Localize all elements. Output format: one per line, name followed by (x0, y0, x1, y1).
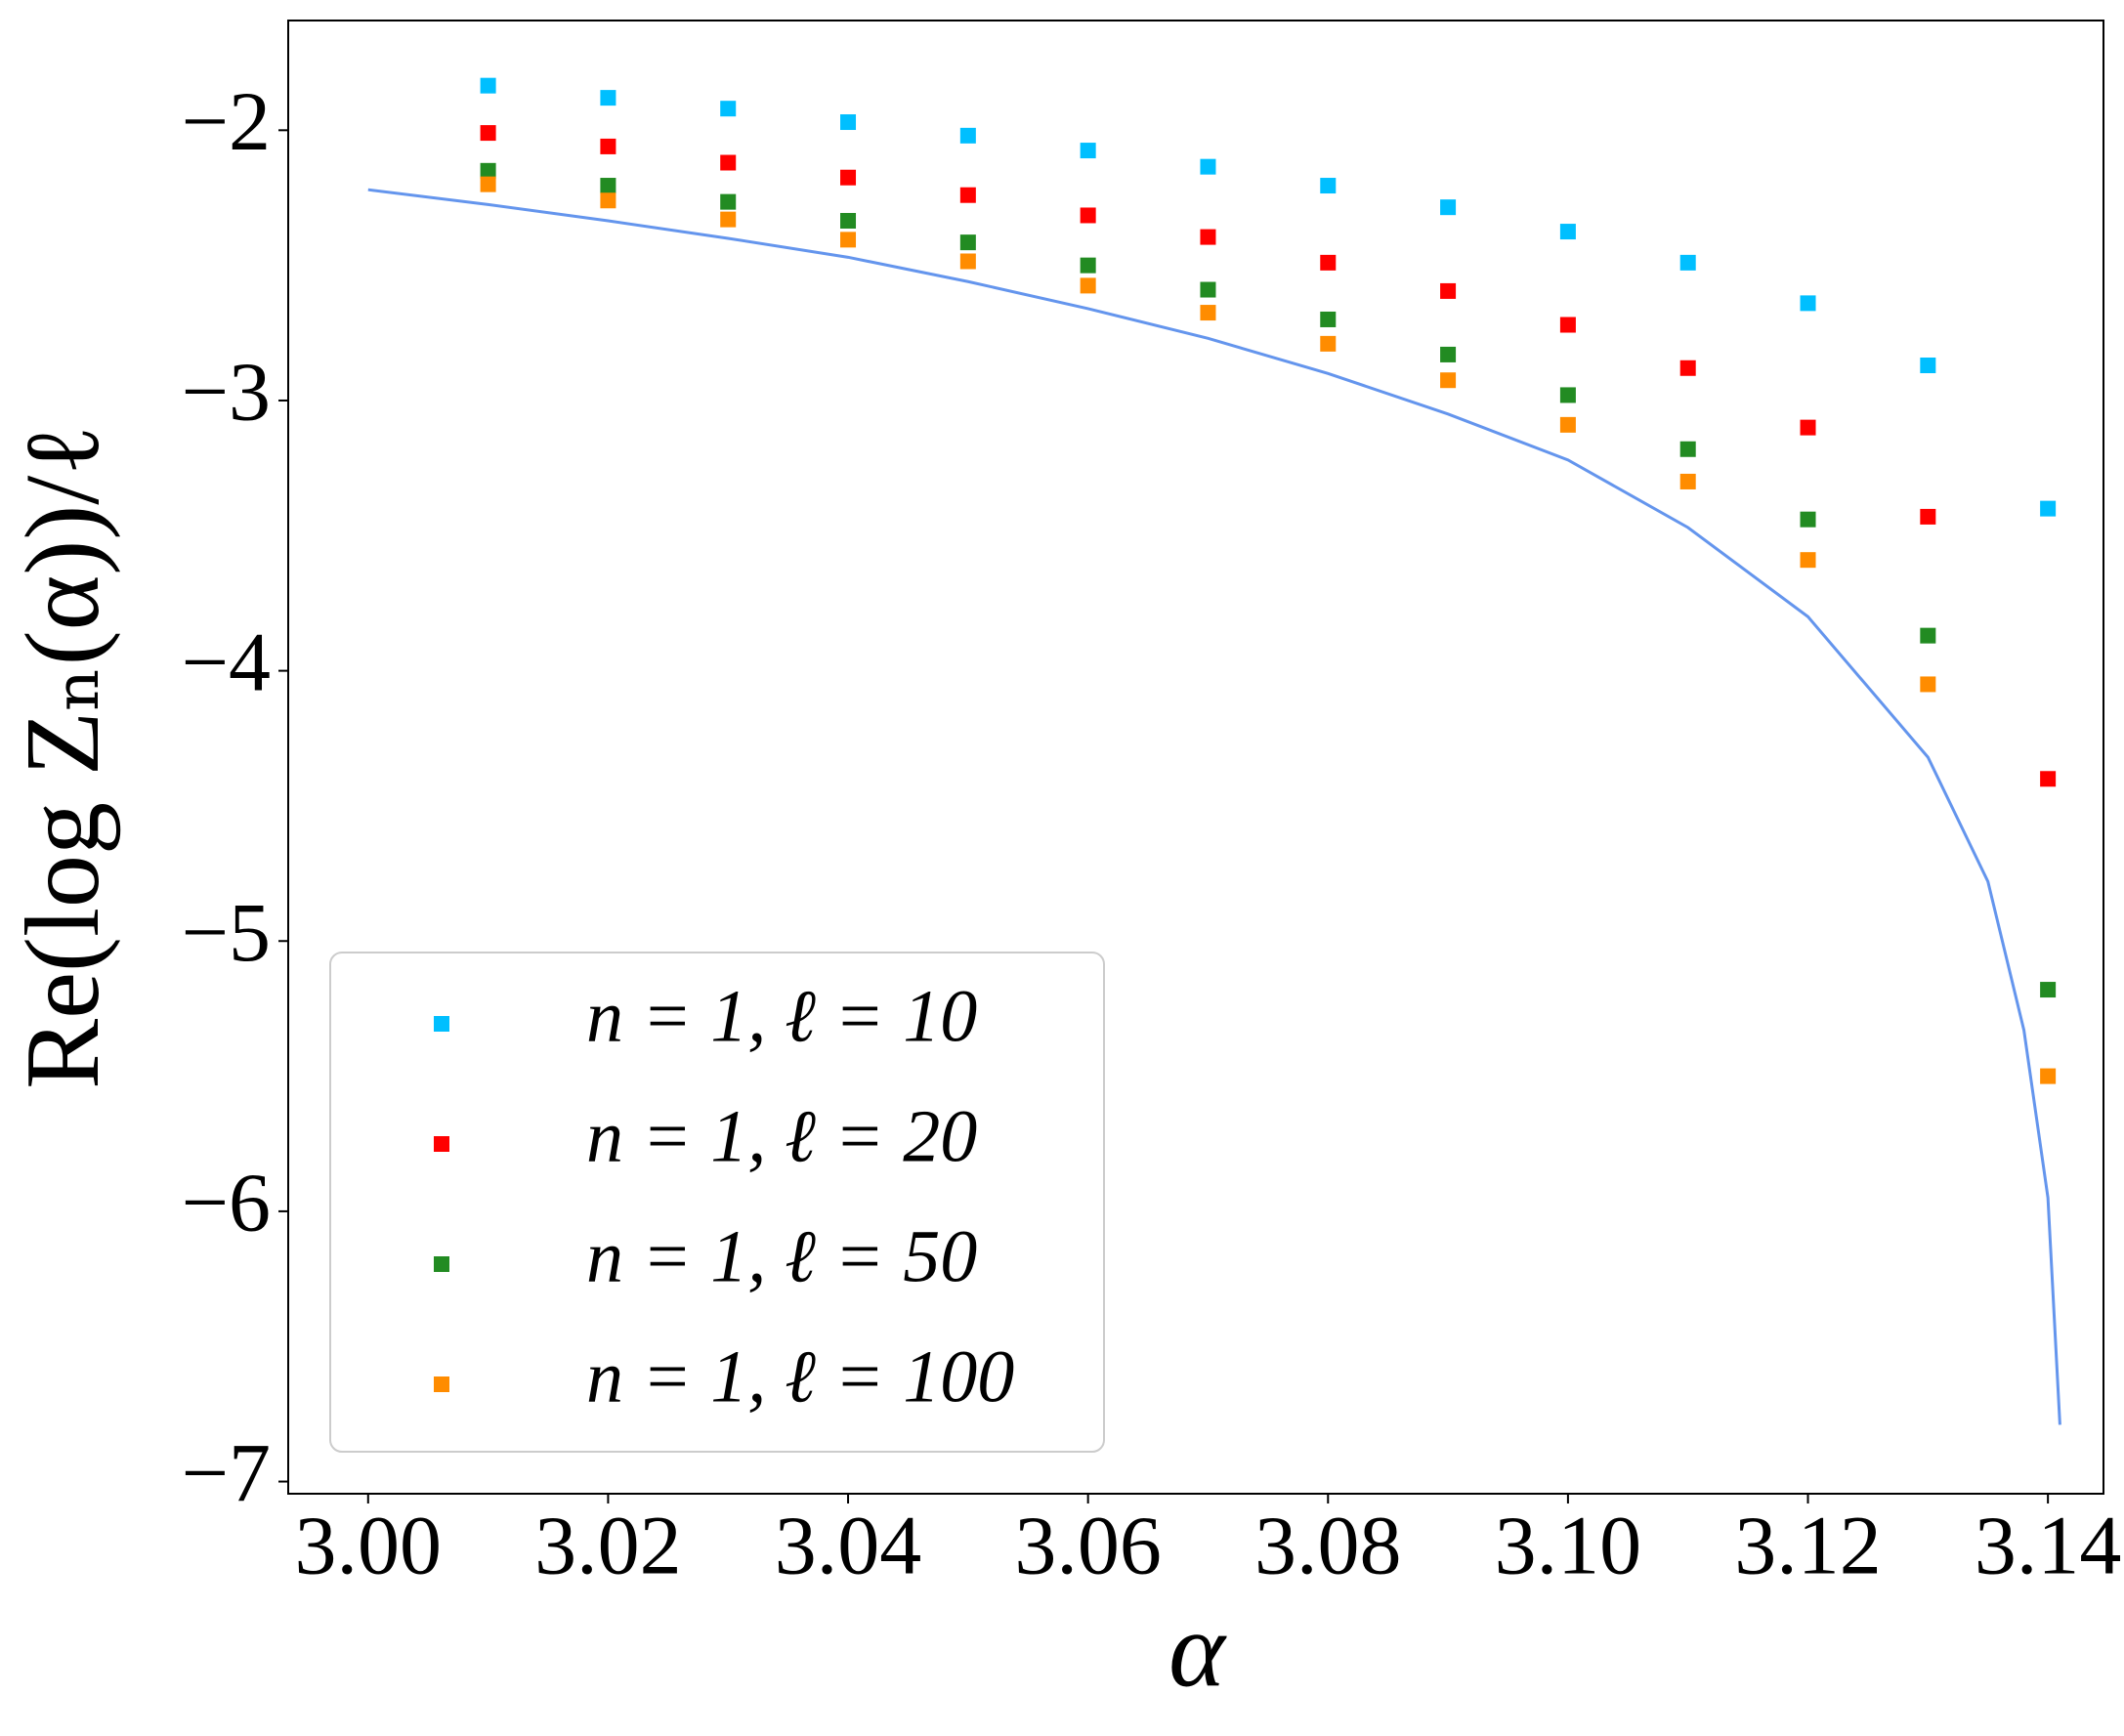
data-point (840, 169, 857, 186)
x-axis-label: α (1168, 1589, 1227, 1709)
legend: n = 1, ℓ = 10 n = 1, ℓ = 20 n = 1, ℓ = 50 n… (329, 952, 1105, 1453)
data-point (1320, 335, 1337, 352)
data-point (1080, 143, 1096, 159)
y-axis-label: Re(log Zₙ(α))/ℓ (5, 425, 121, 1089)
legend-label: n = 1, ℓ = 20 (586, 1095, 977, 1177)
data-point (959, 253, 976, 270)
legend-marker (434, 1376, 449, 1392)
x-tick-label: 3.02 (534, 1499, 682, 1592)
data-point (840, 114, 857, 131)
data-point (1920, 508, 1936, 525)
x-tick-label: 3.08 (1254, 1499, 1402, 1592)
curve (367, 188, 2061, 1425)
data-point (1920, 676, 1936, 693)
data-point (2040, 982, 2057, 998)
data-point (959, 127, 976, 144)
data-point (959, 234, 976, 251)
data-point (959, 187, 976, 203)
data-point (1679, 441, 1696, 457)
data-point (480, 176, 496, 192)
legend-marker (434, 1256, 449, 1272)
data-point (1440, 346, 1457, 362)
y-tick-label: −7 (181, 1425, 271, 1519)
data-point (600, 192, 616, 209)
x-tick-label: 3.00 (295, 1499, 443, 1592)
data-point (840, 212, 857, 229)
x-tick-label: 3.10 (1495, 1499, 1642, 1592)
y-tick-label: −3 (181, 345, 271, 439)
data-point (2040, 1068, 2057, 1084)
data-point (1920, 358, 1936, 374)
data-point (1200, 305, 1216, 321)
data-point (1800, 419, 1816, 436)
y-tick-label: −2 (181, 74, 271, 168)
data-point (1800, 295, 1816, 312)
data-point (1320, 311, 1337, 327)
y-tick-label: −6 (181, 1156, 271, 1249)
data-point (1679, 254, 1696, 271)
data-point (1200, 158, 1216, 175)
data-point (480, 125, 496, 142)
x-tick-label: 3.06 (1014, 1499, 1162, 1592)
data-point (840, 232, 857, 248)
data-point (720, 154, 737, 171)
data-point (1559, 317, 1576, 333)
legend-label: n = 1, ℓ = 50 (586, 1215, 977, 1297)
data-point (1679, 360, 1696, 376)
x-tick-label: 3.12 (1734, 1499, 1882, 1592)
data-point (1920, 627, 1936, 644)
data-point (600, 178, 616, 194)
y-tick-label: −4 (181, 614, 271, 708)
legend-marker (434, 1136, 449, 1152)
data-point (1080, 207, 1096, 224)
data-point (1440, 372, 1457, 389)
data-point (1200, 229, 1216, 245)
data-point (1320, 254, 1337, 271)
legend-box (329, 952, 1105, 1453)
data-point (720, 211, 737, 228)
data-point (1800, 552, 1816, 569)
x-tick-label: 3.14 (1975, 1499, 2122, 1592)
data-point (1559, 416, 1576, 433)
data-point (480, 162, 496, 179)
x-tick-label: 3.04 (775, 1499, 922, 1592)
data-point (720, 193, 737, 210)
data-point (1800, 511, 1816, 528)
data-point (1440, 282, 1457, 299)
data-point (600, 90, 616, 106)
data-point (720, 101, 737, 117)
data-point (1559, 387, 1576, 403)
data-point (2040, 771, 2057, 787)
legend-label: n = 1, ℓ = 10 (586, 975, 977, 1057)
data-point (600, 138, 616, 154)
plot-frame (287, 20, 2104, 1495)
data-point (1200, 281, 1216, 298)
data-point (1080, 277, 1096, 294)
y-tick-label: −5 (181, 885, 271, 979)
legend-label: n = 1, ℓ = 100 (586, 1335, 1014, 1418)
data-point (1080, 257, 1096, 274)
data-point (1320, 178, 1337, 194)
data-point (1559, 224, 1576, 240)
data-point (480, 77, 496, 94)
data-point (2040, 500, 2057, 517)
legend-marker (434, 1016, 449, 1032)
data-point (1679, 473, 1696, 489)
data-point (1440, 199, 1457, 216)
